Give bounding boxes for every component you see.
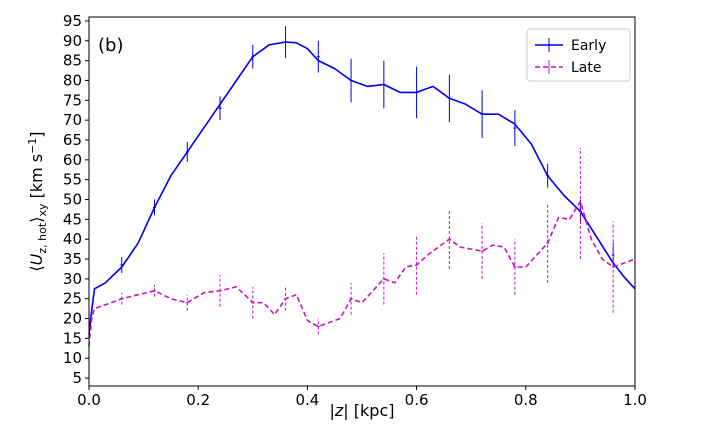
x-tick-label: 0.4 bbox=[295, 391, 319, 409]
y-tick-label: 45 bbox=[63, 210, 82, 228]
y-tick-label: 15 bbox=[63, 329, 82, 347]
legend-entry-late: Late bbox=[535, 60, 601, 76]
legend-entry-early: Early bbox=[535, 38, 606, 54]
y-tick-label: 95 bbox=[63, 12, 82, 30]
y-axis-label: ⟨Uz, hot⟩xy [km s−1] bbox=[26, 131, 49, 271]
y-tick-label: 50 bbox=[63, 191, 82, 209]
x-tick-label: 0.0 bbox=[77, 391, 101, 409]
y-axis-label-subscript: z, hot bbox=[36, 222, 49, 253]
series-line-late bbox=[88, 200, 636, 347]
x-axis-label-part: | bbox=[330, 401, 335, 420]
x-axis-label-symbol: z bbox=[334, 401, 344, 420]
y-tick-label: 5 bbox=[72, 369, 82, 387]
y-axis-label-unit: [km s bbox=[27, 154, 46, 204]
y-tick-label: 20 bbox=[63, 310, 82, 328]
y-tick-label: 65 bbox=[63, 131, 82, 149]
plot-frame bbox=[88, 16, 636, 387]
legend-late-label: Late bbox=[571, 60, 601, 76]
x-tick-label: 0.2 bbox=[186, 391, 210, 409]
series-line-early bbox=[88, 41, 636, 335]
x-tick-label: 0.6 bbox=[405, 391, 429, 409]
x-axis-label-part: | [kpc] bbox=[343, 401, 394, 420]
y-tick-label: 25 bbox=[63, 290, 82, 308]
plot-layer bbox=[88, 26, 636, 347]
legend-box bbox=[526, 28, 631, 82]
legend-early-label: Early bbox=[571, 38, 606, 54]
x-tick-label: 1.0 bbox=[623, 391, 647, 409]
y-tick-label: 40 bbox=[63, 230, 82, 248]
y-axis-label-end: ] bbox=[27, 131, 46, 137]
y-tick-label: 10 bbox=[63, 349, 82, 367]
y-tick-label: 30 bbox=[63, 270, 82, 288]
panel-label: (b) bbox=[98, 35, 123, 56]
y-tick-label: 85 bbox=[63, 52, 82, 70]
y-axis-label-close: ⟩ bbox=[27, 217, 46, 223]
y-axis-label-superscript: −1 bbox=[26, 138, 39, 154]
y-tick-label: 55 bbox=[63, 171, 82, 189]
legend: Early Late bbox=[526, 28, 631, 82]
x-tick-label: 0.8 bbox=[514, 391, 538, 409]
x-axis-label: |z| [kpc] bbox=[330, 401, 395, 420]
y-tick-label: 90 bbox=[63, 32, 82, 50]
x-axis: 0.0 0.2 0.4 0.6 0.8 1.0 bbox=[77, 386, 647, 409]
y-tick-label: 35 bbox=[63, 250, 82, 268]
y-tick-label: 80 bbox=[63, 71, 82, 89]
y-axis-label-outer-subscript: xy bbox=[36, 203, 49, 217]
y-axis-label-symbol: U bbox=[27, 253, 46, 265]
y-tick-label: 75 bbox=[63, 91, 82, 109]
y-tick-label: 70 bbox=[63, 111, 82, 129]
y-tick-label: 60 bbox=[63, 151, 82, 169]
y-axis-label-open: ⟨ bbox=[27, 265, 46, 271]
